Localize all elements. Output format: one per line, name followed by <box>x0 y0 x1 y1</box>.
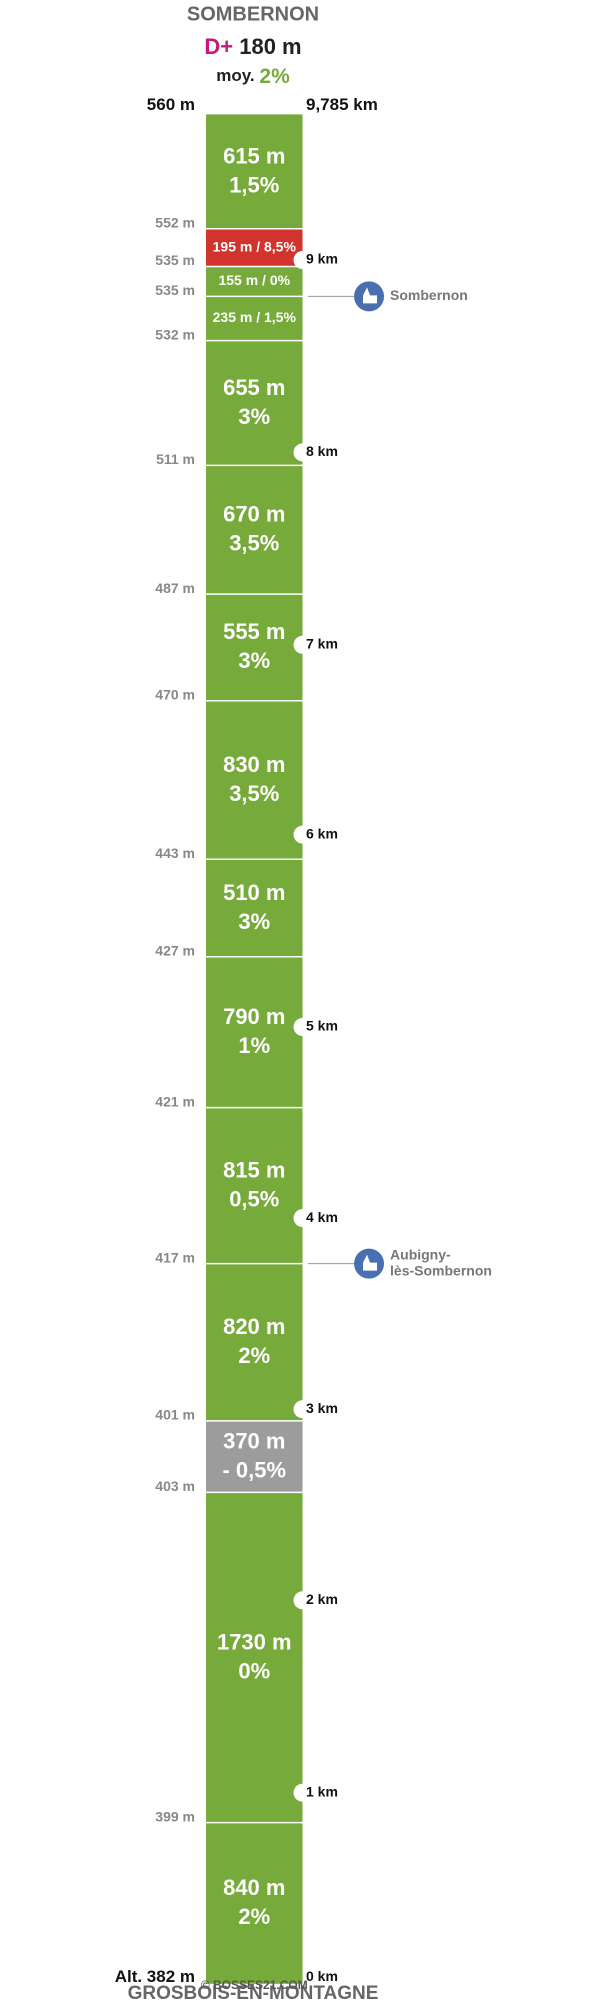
segment-grade: 3% <box>238 404 270 429</box>
segment <box>206 266 303 297</box>
place-icon-glyph <box>363 1254 378 1271</box>
segment-grade: 2% <box>238 1343 270 1368</box>
elevation-gain: D+ 180 m <box>204 34 301 59</box>
segment <box>206 700 303 860</box>
km-notch <box>293 825 303 844</box>
altitude-label: 401 m <box>155 1407 195 1423</box>
segment-length: 790 m <box>223 1004 285 1029</box>
altitude-label: 427 m <box>155 943 195 959</box>
segment-length: 615 m <box>223 143 285 168</box>
km-label: 6 km <box>306 825 338 841</box>
km-label: 4 km <box>306 1209 338 1225</box>
profile: 615 m 1,5% 195 m / 8,5% 155 m / 0% 235 m / 1… <box>155 114 492 1984</box>
altitude-label: 535 m <box>155 252 195 268</box>
km-label: 2 km <box>306 1591 338 1607</box>
segment-length: 655 m <box>223 375 285 400</box>
segment <box>206 594 303 701</box>
altitude-label: 421 m <box>155 1093 195 1109</box>
place-name: Aubigny- <box>390 1246 451 1262</box>
km-notch <box>293 1783 303 1802</box>
average-label: moy. <box>216 66 254 85</box>
segment <box>206 859 303 957</box>
start-altitude: Alt. 382 m <box>115 1967 195 1986</box>
average-value: 2% <box>259 65 290 88</box>
segment-grade: 1% <box>238 1033 270 1058</box>
segment-length: 1730 m <box>217 1629 292 1654</box>
place-icon-glyph <box>363 287 378 304</box>
km-notch <box>293 1209 303 1228</box>
segment <box>206 465 303 595</box>
km-label: 1 km <box>306 1783 338 1799</box>
km-notch <box>293 251 303 269</box>
place-name: lès-Sombernon <box>390 1262 492 1278</box>
segment <box>206 296 303 341</box>
segment-grade: 1,5% <box>229 172 279 197</box>
segment-grade: 3% <box>238 648 270 673</box>
altitude-label: 552 m <box>155 215 195 231</box>
altitude-label: 403 m <box>155 1478 195 1494</box>
segment-length: 840 m <box>223 1875 285 1900</box>
average: moy. 2% <box>216 65 290 88</box>
km-notch <box>293 635 303 654</box>
segment-grade: - 0,5% <box>222 1457 286 1482</box>
altitude-label: 443 m <box>155 845 195 861</box>
altitude-label: 417 m <box>155 1249 195 1265</box>
segment-grade: 3,5% <box>229 531 279 556</box>
segment-label: 195 m / 8,5% <box>213 238 297 254</box>
top-altitude: 560 m <box>147 95 195 114</box>
segment-label: 155 m / 0% <box>218 272 290 288</box>
segment-length: 670 m <box>223 502 285 527</box>
segment <box>206 228 303 267</box>
segment-grade: 0% <box>238 1658 270 1683</box>
km-label: 3 km <box>306 1400 338 1416</box>
segment <box>206 1822 303 1984</box>
start-distance: 0 km <box>306 1968 338 1984</box>
segment-grade: 2% <box>238 1904 270 1929</box>
segment-length: 815 m <box>223 1157 285 1182</box>
top-distance: 9,785 km <box>306 95 378 114</box>
altitude-label: 399 m <box>155 1808 195 1824</box>
km-notch <box>293 443 303 462</box>
segment <box>206 114 303 229</box>
segment <box>206 340 303 466</box>
gain-label: D+ <box>204 34 233 59</box>
km-notch <box>293 1018 303 1036</box>
altitude-label: 511 m <box>156 451 195 467</box>
segment <box>206 1492 303 1823</box>
place-name: Sombernon <box>390 287 468 303</box>
segment <box>206 1107 303 1264</box>
gain-value: 180 m <box>239 34 301 59</box>
segment-length: 820 m <box>223 1314 285 1339</box>
segment-length: 510 m <box>223 880 285 905</box>
km-label: 7 km <box>306 636 338 652</box>
segment-length: 370 m <box>223 1428 285 1453</box>
altitude-label: 535 m <box>155 282 195 298</box>
segment <box>206 956 303 1108</box>
km-label: 8 km <box>306 443 338 459</box>
segment-length: 830 m <box>223 752 285 777</box>
segment-grade: 3,5% <box>229 781 279 806</box>
km-notch <box>293 1591 303 1610</box>
km-label: 5 km <box>306 1018 338 1034</box>
segment-grade: 3% <box>238 909 270 934</box>
credit: © BOSSES21.COM <box>201 1978 308 1992</box>
start-name: GROSBOIS-EN-MONTAGNE <box>128 1983 379 2000</box>
segment-label: 235 m / 1,5% <box>213 309 297 325</box>
segment <box>206 1420 303 1493</box>
title: SOMBERNON <box>187 3 319 25</box>
segment-length: 555 m <box>223 619 285 644</box>
km-label: 9 km <box>306 251 338 267</box>
altitude-label: 470 m <box>155 686 195 702</box>
altitude-label: 532 m <box>155 326 195 342</box>
altitude-label: 487 m <box>155 580 195 596</box>
segment <box>206 1263 303 1421</box>
km-notch <box>293 1400 303 1419</box>
segment-grade: 0,5% <box>229 1186 279 1211</box>
